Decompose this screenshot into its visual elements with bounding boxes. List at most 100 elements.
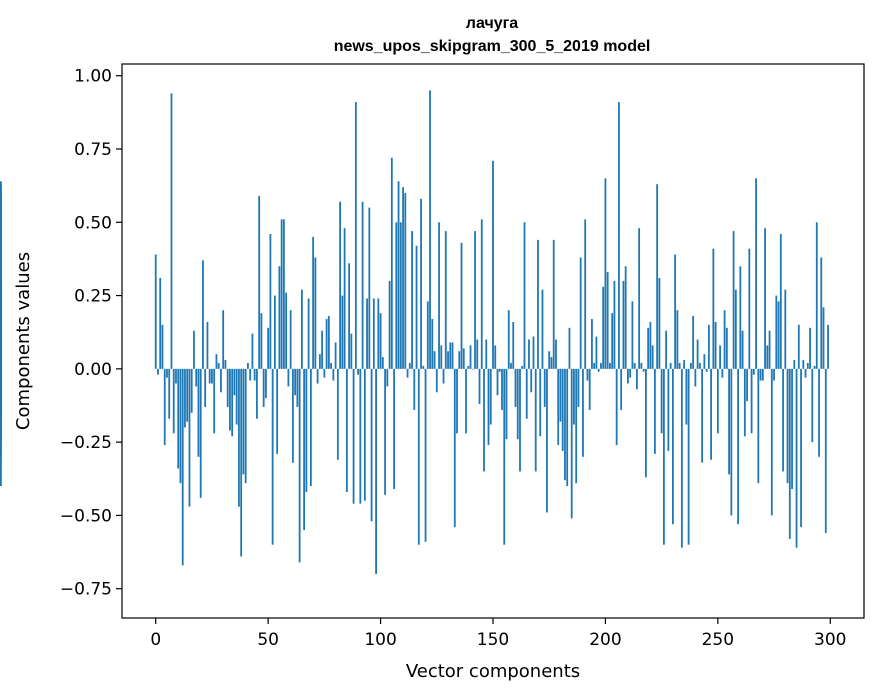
bar-274 bbox=[770, 368, 773, 516]
bar-117 bbox=[417, 368, 420, 545]
bar-213 bbox=[633, 362, 636, 369]
bar-32 bbox=[226, 368, 229, 407]
bar-112 bbox=[406, 368, 409, 378]
y-tick-label: −0.75 bbox=[60, 580, 112, 600]
bar-63 bbox=[296, 368, 299, 407]
bar-220 bbox=[649, 321, 652, 369]
bar-288 bbox=[802, 360, 805, 369]
y-axis-ticks: −0.75 −0.50 −0.25 0.00 0.25 0.50 0.75 1.00 bbox=[60, 67, 122, 600]
bar-21 bbox=[202, 260, 204, 369]
bar-123 bbox=[431, 319, 434, 369]
bar-28 bbox=[217, 362, 220, 369]
bar-93 bbox=[363, 368, 366, 501]
bar-135 bbox=[458, 351, 461, 369]
bar-297 bbox=[822, 307, 825, 369]
bar-136 bbox=[460, 242, 463, 369]
bar-103 bbox=[386, 368, 389, 387]
bar-174 bbox=[546, 368, 548, 513]
bar-189 bbox=[579, 257, 582, 369]
bar-260 bbox=[739, 266, 742, 369]
bar-62 bbox=[294, 368, 297, 396]
bar-43 bbox=[251, 333, 254, 369]
bar-265 bbox=[750, 368, 753, 434]
bar-92 bbox=[361, 201, 364, 369]
y-tick-label: −0.25 bbox=[60, 433, 112, 453]
bar-56 bbox=[280, 219, 283, 369]
bar-114 bbox=[411, 231, 413, 369]
bar-67 bbox=[305, 368, 308, 492]
bar-145 bbox=[480, 219, 483, 369]
bar-11 bbox=[179, 368, 182, 484]
bar-242 bbox=[698, 362, 701, 369]
bar-244 bbox=[703, 354, 706, 369]
bar-146 bbox=[483, 368, 485, 472]
bar-60 bbox=[289, 310, 292, 369]
bar-35 bbox=[233, 368, 236, 396]
bar-65 bbox=[300, 289, 303, 369]
bar-46 bbox=[258, 195, 261, 369]
bar-33 bbox=[229, 368, 231, 431]
bar-183 bbox=[566, 368, 569, 487]
bar-51 bbox=[269, 234, 272, 369]
bar-80 bbox=[334, 342, 337, 369]
bar-203 bbox=[611, 313, 614, 369]
bar-88 bbox=[352, 368, 355, 504]
bar-97 bbox=[372, 298, 375, 369]
bar-195 bbox=[593, 362, 596, 369]
bar-118 bbox=[420, 198, 422, 369]
bar-187 bbox=[575, 368, 578, 484]
bar-273 bbox=[768, 330, 771, 369]
bar-169 bbox=[534, 368, 537, 472]
bar-59 bbox=[287, 368, 290, 387]
bar-9 bbox=[175, 368, 177, 384]
y-tick-label: 0.50 bbox=[74, 213, 112, 233]
bar-18 bbox=[195, 368, 198, 387]
bar-279 bbox=[782, 368, 784, 472]
bar-54 bbox=[276, 368, 279, 454]
chart-title-line-2: news_upos_skipgram_300_5_2019 model bbox=[334, 38, 651, 55]
bar-29 bbox=[220, 368, 222, 393]
bar-37 bbox=[238, 368, 240, 507]
bar-77 bbox=[327, 316, 330, 369]
bar-76 bbox=[325, 319, 328, 369]
bar-26 bbox=[213, 368, 216, 434]
bar-254 bbox=[725, 327, 728, 369]
bar-25 bbox=[211, 368, 213, 384]
bar-110 bbox=[402, 187, 404, 369]
bar-147 bbox=[485, 339, 488, 369]
bar-153 bbox=[498, 368, 501, 372]
bar-27 bbox=[215, 354, 218, 369]
bar-157 bbox=[507, 310, 510, 369]
bar-259 bbox=[737, 368, 739, 525]
bar-261 bbox=[741, 330, 744, 369]
bar-144 bbox=[478, 368, 481, 405]
bar-38 bbox=[240, 368, 243, 557]
bar-299 bbox=[827, 324, 829, 369]
bar-130 bbox=[447, 351, 449, 369]
bar-125 bbox=[435, 368, 438, 393]
bar-96 bbox=[370, 368, 373, 522]
bar-286 bbox=[797, 324, 800, 369]
bar-200 bbox=[604, 178, 607, 369]
bar-2 bbox=[159, 277, 162, 369]
bar-165 bbox=[525, 368, 528, 419]
bar-73 bbox=[318, 354, 321, 369]
bar-0 bbox=[154, 254, 157, 369]
bar-115 bbox=[413, 368, 416, 410]
bar-222 bbox=[653, 368, 656, 454]
bar-210 bbox=[627, 368, 629, 384]
chart-title-line-1: лачуга bbox=[466, 15, 519, 32]
bar-215 bbox=[638, 228, 641, 369]
bar-175 bbox=[548, 351, 551, 369]
bar-184 bbox=[568, 327, 571, 369]
bar-221 bbox=[651, 345, 654, 369]
bar-276 bbox=[775, 295, 778, 369]
bar-98 bbox=[375, 368, 377, 575]
bar-182 bbox=[564, 368, 566, 481]
bar-294 bbox=[815, 222, 818, 369]
bar-247 bbox=[710, 368, 712, 460]
bar-287 bbox=[800, 368, 802, 528]
bar-48 bbox=[262, 368, 265, 407]
bar-87 bbox=[350, 333, 353, 369]
bar-266 bbox=[752, 368, 755, 375]
